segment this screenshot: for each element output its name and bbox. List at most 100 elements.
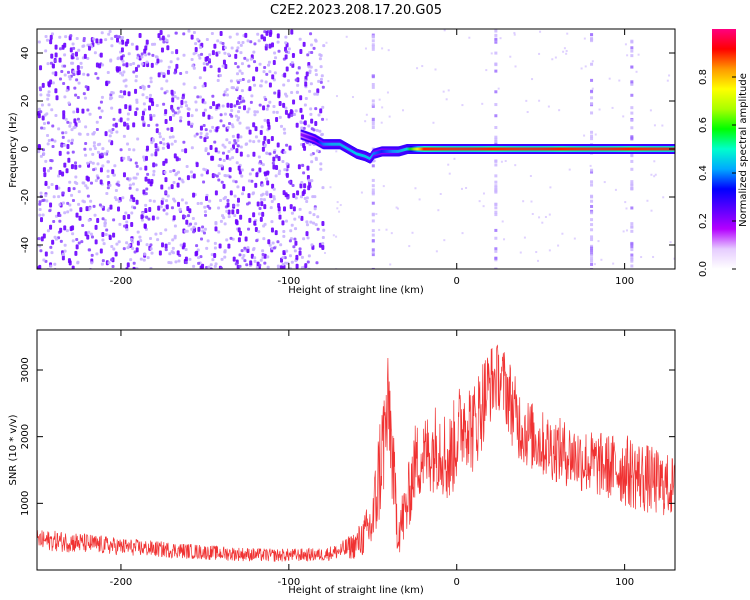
ridge-cell	[329, 142, 332, 146]
spectrum-y-tick-label: 20	[20, 95, 31, 108]
ridge-cell	[310, 136, 313, 140]
heatmap-cell	[40, 126, 44, 130]
heatmap-cell	[108, 235, 112, 241]
heatmap-cell	[611, 106, 614, 109]
figure-title: C2E2.2023.208.17.20.G05	[270, 3, 442, 18]
heatmap-cell	[108, 29, 112, 33]
heatmap-cell	[295, 122, 299, 128]
heatmap-cell	[52, 220, 56, 224]
heatmap-cell	[206, 239, 210, 243]
heatmap-cell	[62, 114, 66, 120]
heatmap-cell	[233, 139, 237, 143]
heatmap-cell	[298, 247, 302, 251]
heatmap-cell	[248, 129, 252, 135]
heatmap-cell	[653, 124, 656, 127]
heatmap-cell	[170, 126, 174, 132]
heatmap-cell	[135, 247, 139, 253]
ridge-cell	[517, 147, 520, 151]
heatmap-cell	[125, 220, 129, 224]
heatmap-cell	[233, 104, 237, 108]
heatmap-cell	[66, 210, 70, 214]
heatmap-cell	[73, 118, 77, 124]
heatmap-cell	[290, 61, 294, 65]
heatmap-cell	[46, 97, 50, 101]
heatmap-cell	[199, 45, 203, 49]
heatmap-cell	[630, 167, 634, 171]
heatmap-cell	[267, 239, 271, 245]
heatmap-cell	[173, 224, 177, 228]
heatmap-cell	[176, 96, 180, 100]
heatmap-cell	[132, 266, 136, 269]
heatmap-cell	[172, 169, 176, 173]
heatmap-cell	[260, 79, 264, 83]
heatmap-cell	[110, 131, 114, 135]
heatmap-cell	[314, 39, 318, 43]
heatmap-cell	[503, 238, 506, 241]
heatmap-cell	[673, 257, 675, 260]
heatmap-cell	[101, 217, 105, 221]
heatmap-cell	[201, 225, 205, 229]
heatmap-cell	[90, 235, 94, 239]
ridge-cell	[524, 147, 527, 151]
heatmap-cell	[272, 197, 276, 201]
snr-x-axis-label: Height of straight line (km)	[288, 585, 424, 596]
ridge-cell	[342, 144, 345, 148]
heatmap-cell	[289, 204, 293, 210]
heatmap-cell	[226, 126, 230, 130]
heatmap-cell	[590, 111, 594, 115]
ridge-cell	[519, 147, 522, 151]
heatmap-cell	[387, 49, 390, 52]
heatmap-cell	[228, 35, 232, 39]
ridge-cell	[481, 147, 484, 151]
heatmap-cell	[86, 194, 90, 198]
heatmap-cell	[86, 176, 90, 182]
ridge-cell	[345, 146, 348, 150]
heatmap-cell	[314, 73, 318, 77]
heatmap-cell	[319, 162, 323, 166]
heatmap-cell	[494, 256, 498, 260]
heatmap-cell	[156, 148, 160, 152]
heatmap-cell	[120, 47, 124, 53]
heatmap-cell	[135, 107, 139, 111]
heatmap-cell	[75, 78, 79, 82]
heatmap-cell	[112, 117, 116, 121]
heatmap-cell	[193, 134, 197, 138]
ridge-cell	[455, 147, 458, 151]
heatmap-cell	[286, 196, 290, 200]
heatmap-cell	[650, 209, 653, 212]
heatmap-cell	[371, 103, 375, 107]
heatmap-cell	[39, 249, 43, 253]
heatmap-cell	[190, 146, 194, 150]
heatmap-cell	[74, 161, 78, 165]
heatmap-cell	[640, 256, 643, 259]
heatmap-cell	[276, 142, 280, 148]
ridge-cell	[412, 147, 415, 151]
heatmap-cell	[453, 157, 456, 160]
heatmap-cell	[590, 262, 594, 266]
heatmap-cell	[185, 70, 189, 74]
snr-y-axis-label: SNR (10 * v/v)	[8, 414, 19, 485]
ridge-cell	[649, 147, 652, 151]
heatmap-cell	[118, 222, 122, 226]
heatmap-cell	[321, 117, 325, 121]
ridge-cell	[350, 149, 353, 153]
heatmap-cell	[74, 175, 78, 179]
heatmap-cell	[282, 206, 286, 212]
ridge-cell	[513, 147, 516, 151]
heatmap-cell	[271, 161, 275, 165]
heatmap-cell	[227, 243, 231, 249]
heatmap-cell	[172, 180, 176, 184]
ridge-cell	[466, 147, 469, 151]
heatmap-cell	[228, 175, 232, 179]
heatmap-cell	[112, 247, 116, 251]
heatmap-cell	[239, 100, 243, 104]
heatmap-cell	[51, 124, 55, 128]
heatmap-cell	[127, 52, 131, 56]
heatmap-cell	[590, 33, 594, 37]
ridge-cell	[632, 147, 635, 151]
ridge-cell	[443, 147, 446, 151]
heatmap-cell	[513, 33, 516, 36]
heatmap-cell	[234, 114, 238, 118]
heatmap-cell	[294, 227, 298, 231]
heatmap-cell	[146, 256, 150, 260]
